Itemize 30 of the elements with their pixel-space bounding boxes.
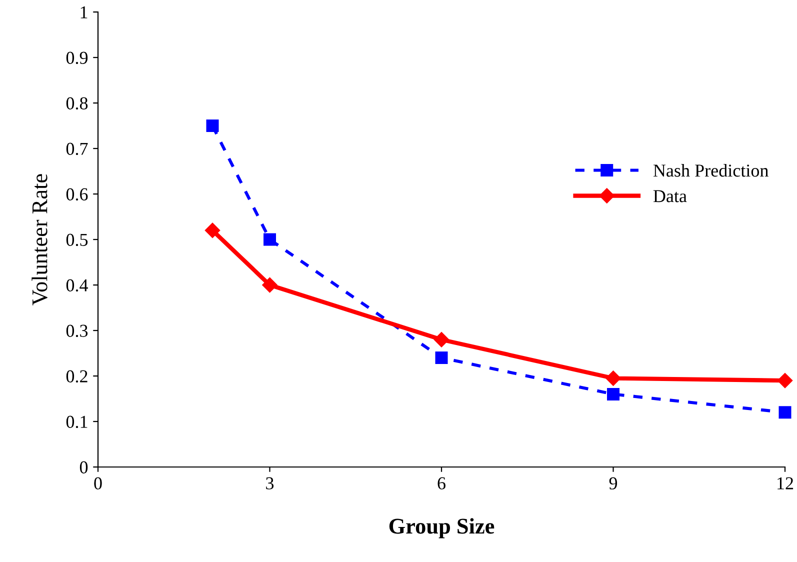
x-axis-title: Group Size xyxy=(389,518,494,538)
point xyxy=(264,233,276,246)
x-tick-label: 0 xyxy=(94,477,102,490)
y-tick-label: 0.3 xyxy=(66,324,88,338)
y-tick-label: 0.6 xyxy=(66,188,88,201)
y-tick-label: 0 xyxy=(80,461,88,474)
point xyxy=(777,372,793,388)
point xyxy=(607,388,620,400)
point xyxy=(606,370,621,386)
y-axis-title: Volunteer Rate xyxy=(32,174,48,306)
point xyxy=(435,352,448,364)
y-tick-label: 0.7 xyxy=(66,142,88,156)
x-tick-label: 12 xyxy=(778,477,794,490)
x-tick-label: 9 xyxy=(609,477,618,490)
point xyxy=(262,277,278,293)
legend-label: Nash Prediction xyxy=(653,164,768,177)
y-tick-label: 0.1 xyxy=(66,416,88,428)
y-tick-label: 0.9 xyxy=(66,52,88,64)
point xyxy=(206,120,219,132)
y-tick-label: 0.5 xyxy=(66,234,88,246)
y-tick-label: 1 xyxy=(80,6,88,18)
y-tick-label: 0.2 xyxy=(66,370,88,383)
x-tick-label: 6 xyxy=(438,477,446,490)
y-tick-label: 0.4 xyxy=(66,279,88,292)
point xyxy=(434,332,450,348)
x-tick-label: 3 xyxy=(266,477,274,490)
point xyxy=(204,222,220,238)
legend-label: Data xyxy=(653,190,687,202)
point xyxy=(778,406,792,419)
y-tick-label: 0.8 xyxy=(66,97,88,110)
